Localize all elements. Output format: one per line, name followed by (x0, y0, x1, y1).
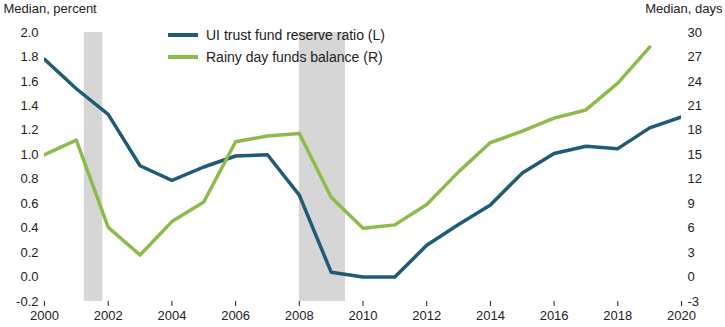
svg-text:0.6: 0.6 (20, 196, 38, 211)
svg-text:0.4: 0.4 (20, 220, 38, 235)
svg-text:2016: 2016 (540, 308, 569, 323)
svg-text:2.0: 2.0 (20, 25, 38, 40)
svg-text:0: 0 (688, 269, 695, 284)
svg-text:0.0: 0.0 (20, 269, 38, 284)
svg-text:2000: 2000 (30, 308, 59, 323)
svg-text:2006: 2006 (221, 308, 250, 323)
svg-text:9: 9 (688, 196, 695, 211)
svg-text:12: 12 (688, 171, 702, 186)
html-text:UI trust fund reserve ratio (L: UI trust fund reserve ratio (L) (206, 27, 385, 43)
svg-text:24: 24 (688, 74, 702, 89)
svg-text:2008: 2008 (285, 308, 314, 323)
svg-text:-3: -3 (688, 294, 700, 309)
svg-text:1.0: 1.0 (20, 147, 38, 162)
svg-text:2020: 2020 (667, 308, 696, 323)
svg-text:2018: 2018 (603, 308, 632, 323)
svg-text:1.2: 1.2 (20, 122, 38, 137)
svg-text:Median, percent: Median, percent (4, 1, 98, 16)
svg-text:1.6: 1.6 (20, 74, 38, 89)
html-text:Rainy day funds balance (R): Rainy day funds balance (R) (206, 49, 383, 65)
svg-text:6: 6 (688, 220, 695, 235)
svg-text:21: 21 (688, 98, 702, 113)
svg-text:3: 3 (688, 245, 695, 260)
svg-text:2010: 2010 (349, 308, 378, 323)
svg-text:1.8: 1.8 (20, 49, 38, 64)
svg-text:1.4: 1.4 (20, 98, 38, 113)
svg-text:2014: 2014 (476, 308, 505, 323)
svg-text:Median, days: Median, days (645, 1, 723, 16)
svg-text:15: 15 (688, 147, 702, 162)
svg-text:0.8: 0.8 (20, 171, 38, 186)
svg-text:2002: 2002 (94, 308, 123, 323)
svg-text:-0.2: -0.2 (16, 294, 38, 309)
svg-text:27: 27 (688, 49, 702, 64)
svg-text:0.2: 0.2 (20, 245, 38, 260)
svg-text:30: 30 (688, 25, 702, 40)
svg-text:2004: 2004 (157, 308, 186, 323)
svg-text:18: 18 (688, 122, 702, 137)
svg-text:2012: 2012 (412, 308, 441, 323)
